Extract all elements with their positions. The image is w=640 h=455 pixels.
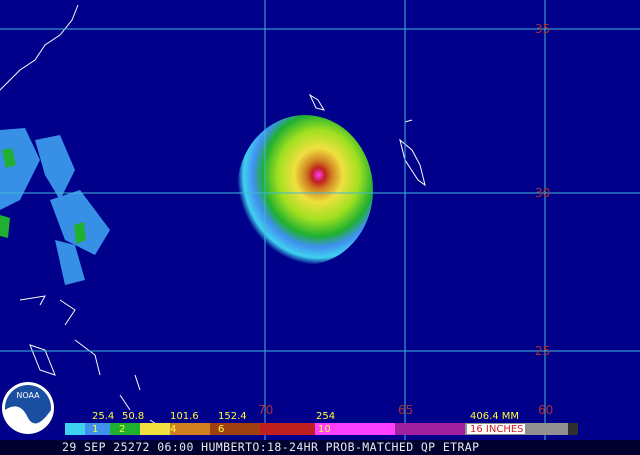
noaa-logo: NOAA	[2, 382, 54, 434]
lat-label: 35	[535, 22, 550, 36]
footer-band	[0, 440, 640, 455]
inch-label: 10	[318, 424, 331, 435]
mm-label: 254	[316, 411, 335, 422]
rain-green	[0, 148, 86, 244]
color-swatch	[210, 423, 260, 435]
mm-label: 25.4	[92, 411, 114, 422]
color-swatch	[260, 423, 315, 435]
lon-label: 65	[398, 403, 413, 417]
color-swatch	[140, 423, 170, 435]
mm-label: 101.6	[170, 411, 199, 422]
inch-label: 6	[218, 424, 224, 435]
mm-label: 152.4	[218, 411, 247, 422]
graticule	[0, 0, 640, 440]
mm-label: 50.8	[122, 411, 144, 422]
color-bar	[65, 423, 578, 435]
color-swatch	[170, 423, 210, 435]
inch-label: 2	[119, 424, 125, 435]
logo-text: NOAA	[16, 391, 40, 400]
product-caption: 29 SEP 25272 06:00 HUMBERTO:18-24HR PROB…	[62, 440, 479, 454]
inch-label: 1	[92, 424, 98, 435]
color-swatch	[85, 423, 110, 435]
color-swatch	[65, 423, 85, 435]
rain-core	[237, 115, 373, 265]
lon-label: 60	[538, 403, 553, 417]
color-swatch	[110, 423, 140, 435]
inch-label: 4	[170, 424, 176, 435]
inch-label: 16 INCHES	[470, 424, 524, 435]
color-swatch	[568, 423, 578, 435]
lon-label: 70	[258, 403, 273, 417]
mm-label: 406.4 MM	[470, 411, 519, 422]
coastline	[0, 4, 426, 431]
lat-label: 25	[535, 344, 550, 358]
lat-label: 30	[535, 186, 550, 200]
color-swatch	[395, 423, 465, 435]
label-box	[467, 424, 525, 434]
color-swatch	[315, 423, 395, 435]
